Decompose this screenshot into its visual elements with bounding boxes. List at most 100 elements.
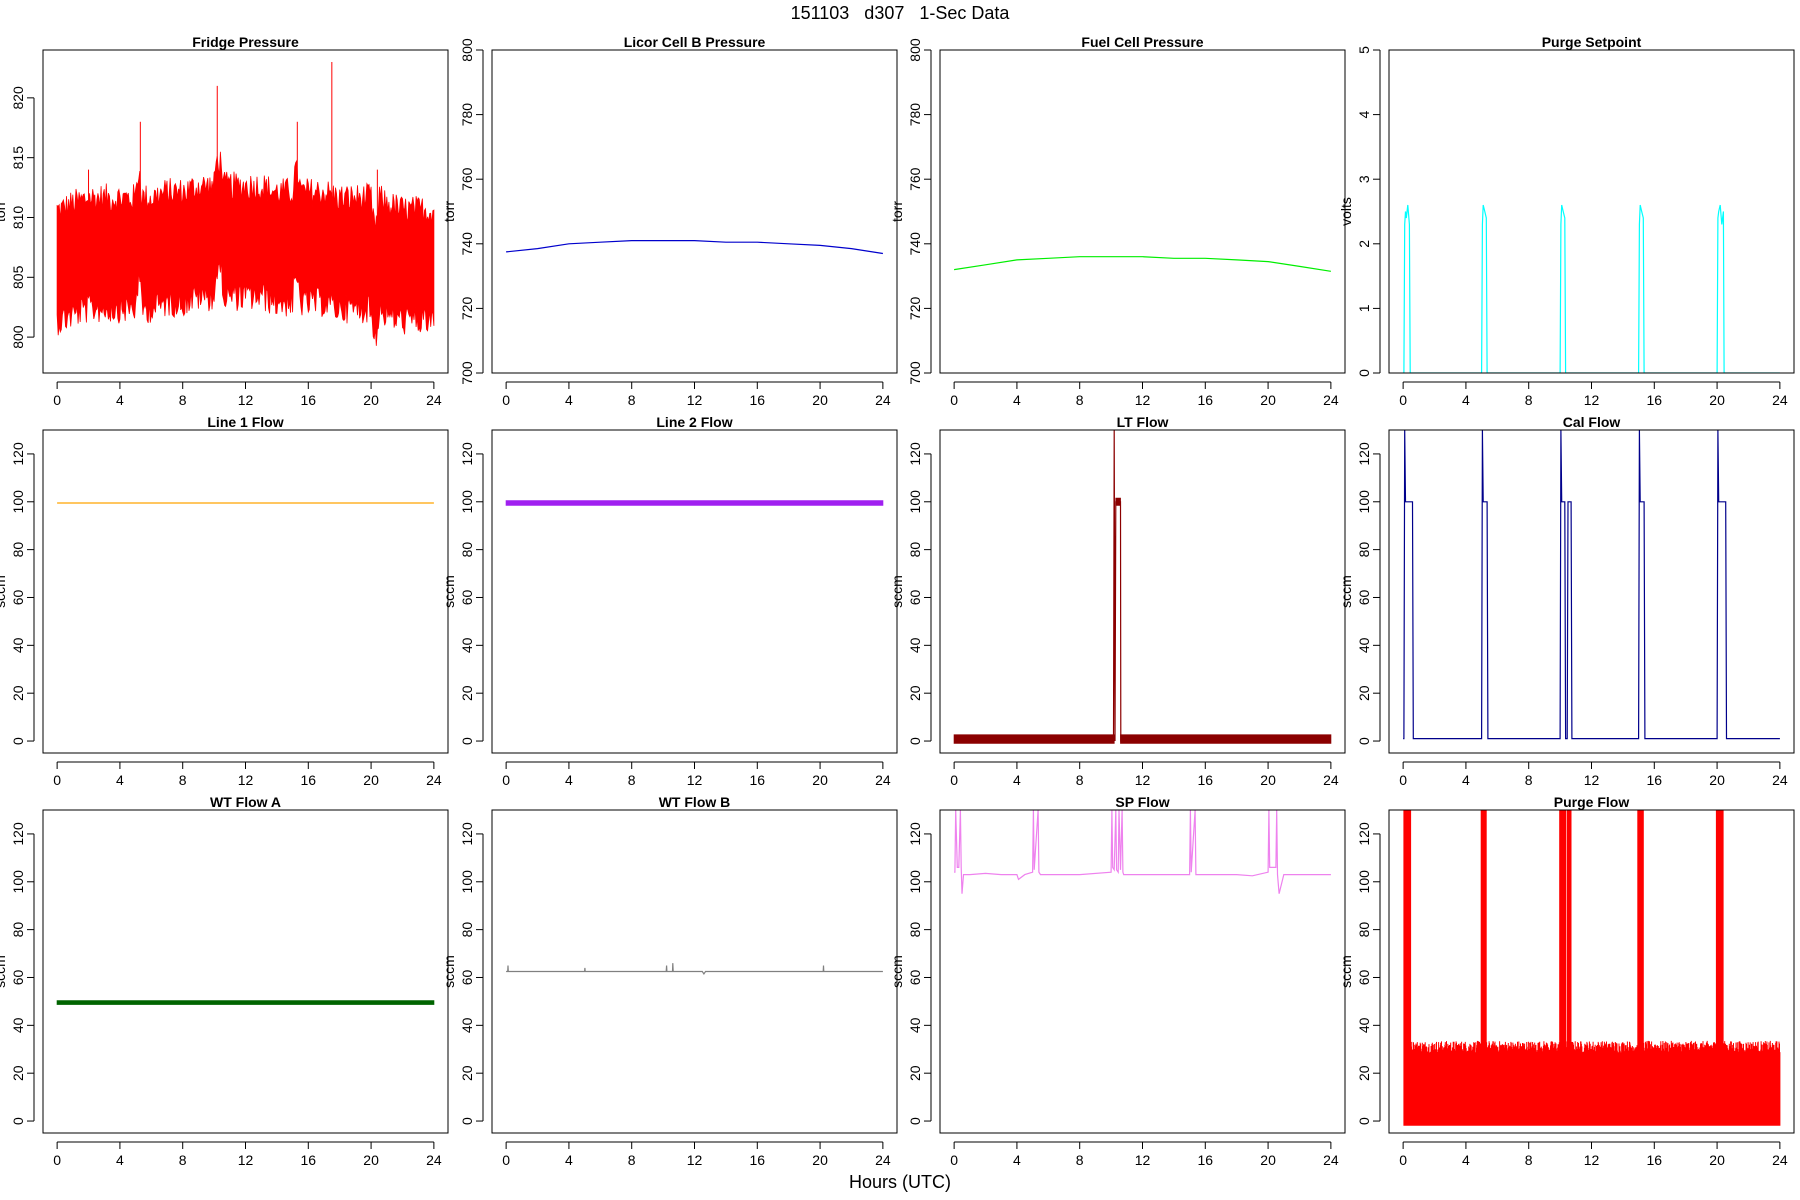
x-tick-label: 16	[1198, 1152, 1214, 1168]
x-tick-label: 24	[1323, 1152, 1339, 1168]
panel-title: Purge Setpoint	[1542, 34, 1642, 50]
y-tick-label: 780	[459, 103, 475, 127]
x-tick-label: 8	[1525, 392, 1533, 408]
y-tick-label: 120	[10, 442, 26, 466]
panel-title: Purge Flow	[1554, 794, 1630, 810]
y-tick-label: 60	[1356, 969, 1372, 985]
x-tick-label: 0	[950, 1152, 958, 1168]
x-tick-label: 20	[812, 392, 828, 408]
series-licor-cell-b-pressure-0	[506, 240, 883, 255]
y-tick-label: 760	[459, 167, 475, 191]
panel-title: Fuel Cell Pressure	[1081, 34, 1203, 50]
y-tick-label: 80	[907, 542, 923, 558]
x-tick-label: 12	[1584, 392, 1600, 408]
y-axis-label: sccm	[1338, 955, 1354, 988]
panel-title: Cal Flow	[1563, 414, 1621, 430]
panel-wt-flow-b: WT Flow B sccm 0 4 8 12 16 20 24 0 20 40 60 80 100 120	[441, 794, 898, 1168]
x-tick-label: 24	[426, 392, 442, 408]
y-tick-label: 120	[459, 442, 475, 466]
y-tick-label: 700	[907, 361, 923, 385]
y-tick-label: 0	[1356, 737, 1372, 745]
x-tick-label: 12	[238, 1152, 254, 1168]
x-tick-label: 16	[750, 392, 766, 408]
panel-lt-flow: LT Flow sccm 0 4 8 12 16 20 24 0 20 40 60 80 100 120	[889, 414, 1346, 788]
y-axis: 800 805 810 815 820	[10, 86, 35, 349]
x-tick-label: 20	[1709, 392, 1725, 408]
y-tick-label: 20	[1356, 685, 1372, 701]
y-tick-label: 20	[907, 1065, 923, 1081]
x-tick-label: 20	[812, 772, 828, 788]
plot-frame	[42, 809, 449, 1134]
y-tick-label: 80	[907, 922, 923, 938]
y-axis-label: torr	[889, 201, 905, 222]
y-axis: 0 20 40 60 80 100 120	[907, 822, 932, 1125]
y-tick-label: 20	[10, 685, 26, 701]
x-tick-label: 4	[116, 772, 124, 788]
y-tick-label: 100	[907, 870, 923, 894]
y-tick-label: 80	[10, 922, 26, 938]
y-tick-label: 60	[459, 589, 475, 605]
x-tick-label: 0	[502, 392, 510, 408]
x-tick-label: 20	[1260, 772, 1276, 788]
x-axis: 0 4 8 12 16 20 24	[950, 381, 1339, 408]
x-tick-label: 24	[1772, 392, 1788, 408]
y-tick-label: 720	[459, 297, 475, 321]
y-tick-label: 2	[1356, 240, 1372, 248]
x-tick-label: 24	[875, 1152, 891, 1168]
plot-frame	[939, 809, 1346, 1134]
plot-area	[56, 1000, 435, 1005]
y-tick-label: 20	[907, 685, 923, 701]
y-tick-label: 800	[459, 38, 475, 62]
x-tick-label: 4	[1462, 772, 1470, 788]
panel-cal-flow: Cal Flow sccm 0 4 8 12 16 20 24 0 20 40 60 80 100 120	[1338, 414, 1795, 788]
y-tick-label: 100	[459, 490, 475, 514]
x-tick-label: 20	[363, 772, 379, 788]
y-axis-label: sccm	[0, 575, 8, 608]
series-fridge-pressure-0	[56, 151, 435, 346]
plot-area	[505, 500, 884, 506]
x-tick-label: 12	[687, 1152, 703, 1168]
y-tick-label: 0	[459, 1117, 475, 1125]
x-tick-label: 8	[628, 1152, 636, 1168]
panel-title: SP Flow	[1115, 794, 1169, 810]
x-tick-label: 20	[1260, 1152, 1276, 1168]
x-tick-label: 0	[502, 1152, 510, 1168]
y-axis: 0 20 40 60 80 100 120	[459, 822, 484, 1125]
y-axis-label: sccm	[0, 955, 8, 988]
y-tick-label: 100	[459, 870, 475, 894]
y-tick-label: 120	[907, 822, 923, 846]
plot-area	[56, 61, 435, 346]
y-tick-label: 40	[10, 637, 26, 653]
panel-title: Line 1 Flow	[207, 414, 283, 430]
series-purge-setpoint-0	[1403, 204, 1780, 373]
x-tick-label: 12	[238, 392, 254, 408]
y-tick-label: 100	[10, 870, 26, 894]
y-axis-label: torr	[0, 201, 8, 222]
y-axis: 0 20 40 60 80 100 120	[10, 822, 35, 1125]
y-tick-label: 80	[459, 922, 475, 938]
series-fuel-cell-pressure-0	[954, 256, 1331, 272]
x-tick-label: 4	[565, 1152, 573, 1168]
x-tick-label: 16	[750, 1152, 766, 1168]
x-tick-label: 16	[301, 772, 317, 788]
y-axis: 0 20 40 60 80 100 120	[907, 442, 932, 745]
y-tick-label: 60	[459, 969, 475, 985]
y-tick-label: 20	[10, 1065, 26, 1081]
x-tick-label: 24	[1323, 772, 1339, 788]
y-axis: 0 20 40 60 80 100 120	[1356, 822, 1381, 1125]
plot-frame	[491, 429, 898, 754]
x-tick-label: 12	[1135, 1152, 1151, 1168]
y-tick-label: 40	[1356, 637, 1372, 653]
y-tick-label: 3	[1356, 175, 1372, 183]
x-tick-label: 8	[628, 392, 636, 408]
x-axis: 0 4 8 12 16 20 24	[1399, 761, 1788, 788]
y-tick-label: 800	[907, 38, 923, 62]
x-tick-label: 8	[1525, 1152, 1533, 1168]
y-axis-label: volts	[1338, 197, 1354, 226]
y-tick-label: 80	[10, 542, 26, 558]
plot-area	[1403, 810, 1781, 1126]
series-purge-flow-0	[1403, 810, 1781, 1126]
